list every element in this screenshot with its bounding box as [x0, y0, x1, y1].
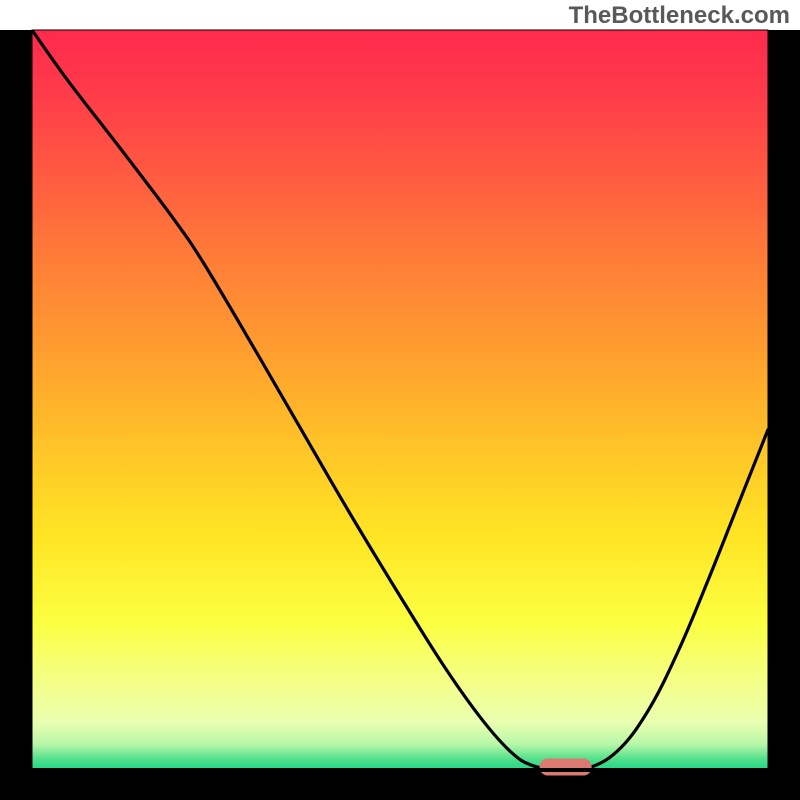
- watermark-text: TheBottleneck.com: [569, 2, 790, 30]
- plot-background: [32, 30, 768, 770]
- chart-container: TheBottleneck.com: [0, 0, 800, 800]
- bottleneck-chart: [0, 0, 800, 800]
- optimal-marker: [540, 759, 592, 776]
